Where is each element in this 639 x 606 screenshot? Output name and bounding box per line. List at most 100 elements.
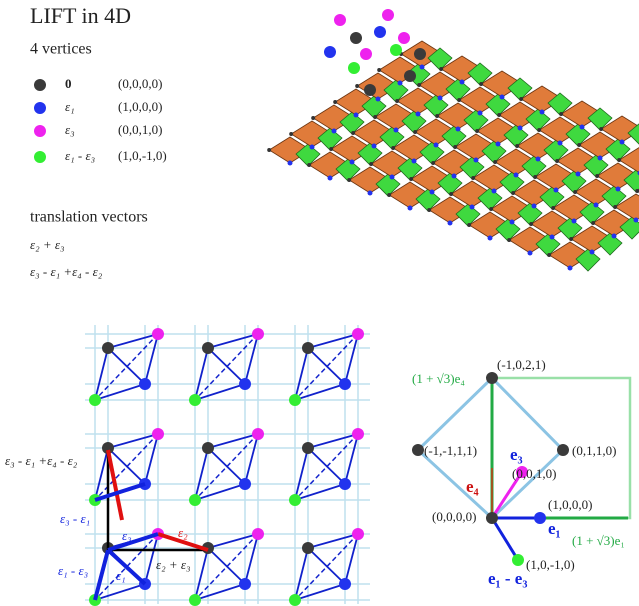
atom [611,233,617,239]
atom [391,146,396,150]
cell-vertex [414,48,426,60]
edge [94,533,159,601]
translation: ε₃ - ε₁ +ε₄ - ε₂ [30,264,103,279]
atom [427,208,432,212]
atom [375,96,381,102]
vertex [302,442,314,454]
cell-vertex [390,44,402,56]
atom [531,203,537,209]
green-face [535,233,561,257]
vertex [89,394,101,406]
translations-heading: translation vectors [30,209,148,226]
edge [307,433,359,449]
tetra-grid [85,325,370,606]
green-face [543,139,569,163]
atom [407,205,413,211]
green-face [583,154,609,178]
green-face [357,142,383,166]
green-face [455,203,481,227]
vertex [139,378,151,390]
vector-label: ε₁ [116,568,126,583]
arrow [107,532,159,552]
atom [535,156,541,162]
atom [491,188,497,194]
green-face [375,173,401,197]
atom [477,110,483,116]
green-face [481,140,507,164]
green-face [495,218,521,242]
edge [294,347,309,401]
vector-label: ε₁ - ε₃ [58,563,88,578]
edge [144,333,159,385]
edge [107,333,159,349]
atom [349,159,355,165]
atom [537,128,542,132]
edge [94,383,146,401]
arrow [157,532,209,552]
edge [294,447,309,501]
edge [94,347,109,401]
atom [615,186,621,192]
edge [194,583,246,601]
atom [569,237,574,241]
edge [194,347,209,401]
edge [94,333,159,401]
edge [194,333,259,401]
atom [573,190,578,194]
atom [449,192,454,196]
green-face [517,202,543,226]
green-face [459,156,485,180]
vertex [289,394,301,406]
edge [94,433,159,501]
green-face [397,157,423,181]
edge [307,533,359,549]
atom [419,64,425,70]
cell-vertex [350,32,362,44]
atom [577,143,582,147]
edge [144,533,159,585]
atom [613,205,618,209]
green-face [539,186,565,210]
label: (1 + √3)e₄ [412,371,465,386]
vertex [339,578,351,590]
edge [194,533,259,601]
vertex [202,442,214,454]
atom [373,115,378,119]
green-face [561,170,587,194]
green-face [507,77,533,101]
atom [417,83,422,87]
atom [553,187,559,193]
atom [635,189,639,193]
label: (0,0,0,0) [432,509,476,524]
atom [333,100,338,104]
atom [433,142,439,148]
atom [493,160,498,164]
atom [509,219,515,225]
cell-vertex [360,48,372,60]
vector-label: ε₂ [178,525,188,540]
atom [367,190,373,196]
atom [633,217,639,223]
atom [595,174,600,178]
label: e₁ [548,519,561,538]
vector-label: ε₃ [122,528,132,543]
edge [294,433,359,501]
atom [469,204,475,210]
label: e₄ [466,477,479,496]
edge [344,433,359,485]
atom [513,172,519,178]
vector-label: ε₃ - ε₁ +ε₄ - ε₂ [5,453,78,468]
vertex [557,444,569,456]
green-face [295,143,321,167]
atom [559,112,564,116]
edge [244,533,259,585]
green-face [427,47,453,71]
atom [459,79,465,85]
atom [415,111,421,117]
atom [429,189,435,195]
vector-arrows [93,449,209,601]
edge [94,447,109,501]
cell-vertex [382,9,394,21]
vertex-label: 0 [65,76,72,91]
